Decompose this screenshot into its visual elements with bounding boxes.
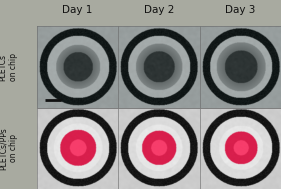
- Text: PLETCs/PPs
on chip: PLETCs/PPs on chip: [0, 127, 18, 170]
- Text: PLETCs
on chip: PLETCs on chip: [0, 53, 18, 81]
- Text: Day 1: Day 1: [62, 5, 92, 15]
- Text: Day 2: Day 2: [144, 5, 174, 15]
- Text: Day 3: Day 3: [225, 5, 255, 15]
